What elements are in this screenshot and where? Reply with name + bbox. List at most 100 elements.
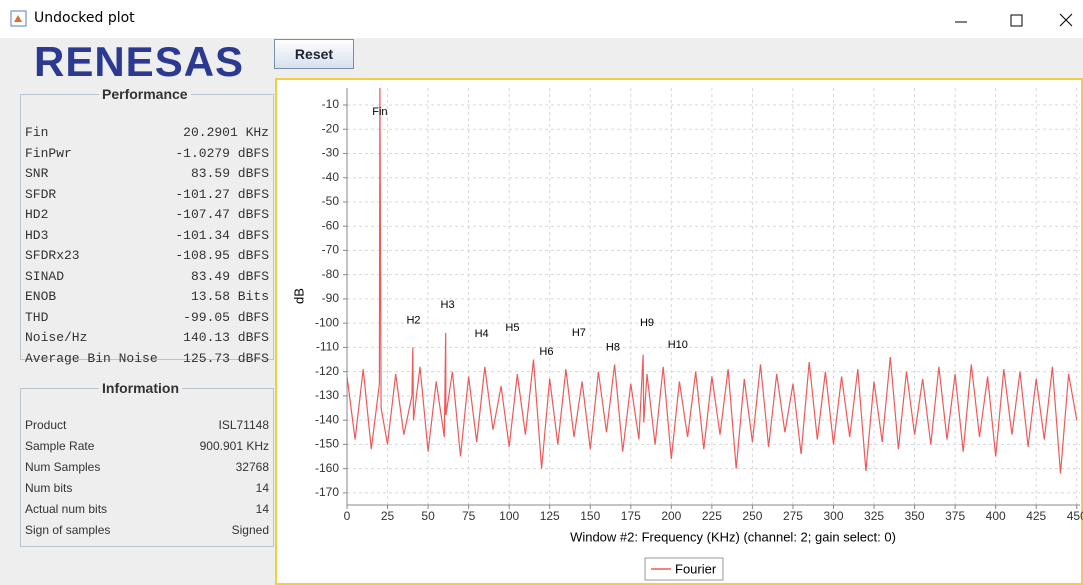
row-value: ISL71148: [218, 418, 270, 432]
y-tick-label: -10: [322, 97, 340, 111]
panel-title: Performance: [102, 86, 188, 102]
y-tick-label: -120: [315, 364, 339, 378]
y-tick-label: -40: [322, 170, 340, 184]
x-tick-label: 50: [421, 509, 435, 523]
title-bar: Undocked plot: [0, 0, 1083, 38]
y-axis-label: dB: [291, 288, 306, 304]
row-value: Signed: [231, 523, 269, 537]
data-line: [347, 88, 1078, 474]
row-value: 14: [255, 502, 269, 516]
x-tick-label: 350: [905, 509, 925, 523]
row-label: Product: [25, 418, 67, 432]
legend-box: [644, 557, 724, 581]
row-value: -1.0279 dBFS: [175, 145, 269, 161]
row: Average Bin Noise 125.73 dBFS: [25, 351, 269, 371]
row: ENOB 13.58 Bits: [25, 289, 269, 309]
row-label: Sign of samples: [25, 523, 111, 537]
row: SNR 83.59 dBFS: [25, 166, 269, 186]
row: SFDR -101.27 dBFS: [25, 187, 269, 207]
x-tick-label: 75: [462, 509, 476, 523]
window-title: Undocked plot: [34, 10, 135, 26]
y-tick-label: -50: [322, 194, 340, 208]
annotation: H2: [406, 315, 420, 327]
annotation: H6: [539, 346, 553, 358]
y-tick-label: -150: [315, 437, 339, 451]
row-value: -107.47 dBFS: [175, 207, 269, 222]
row-label: SFDRx23: [25, 248, 80, 263]
x-tick-label: 0: [344, 509, 351, 523]
row-label: HD3: [25, 227, 49, 243]
y-tick-label: -160: [315, 461, 339, 475]
row: THD -99.05 dBFS: [25, 310, 269, 330]
x-tick-label: 150: [580, 509, 600, 523]
y-tick-label: -130: [315, 388, 339, 402]
row-value: 83.49 dBFS: [190, 268, 269, 284]
legend-label: Fourier: [675, 561, 717, 576]
annotation: H4: [475, 328, 489, 340]
x-tick-label: 425: [1026, 509, 1046, 523]
maximize[interactable]: [1010, 14, 1023, 27]
logo: RENESAS: [34, 38, 245, 85]
x-tick-label: 175: [621, 509, 641, 523]
x-tick-label: 225: [702, 509, 722, 523]
x-tick-label: 250: [742, 509, 762, 523]
row-label: HD2: [25, 207, 49, 222]
row: Num bits 14: [25, 481, 269, 501]
row: Sign of samples Signed: [25, 523, 269, 543]
y-tick-label: -170: [315, 485, 339, 499]
annotation: H8: [606, 341, 620, 353]
annotation: Fin: [372, 106, 387, 118]
x-tick-label: 100: [499, 509, 519, 523]
x-tick-label: 325: [864, 509, 884, 523]
window-controls: [955, 13, 1073, 27]
y-tick-label: -110: [316, 340, 339, 354]
y-tick-label: -60: [322, 218, 340, 232]
panel-title: Information: [102, 380, 179, 396]
row-label: Num bits: [25, 481, 73, 495]
row: Sample Rate 900.901 KHz: [25, 439, 269, 459]
row-value: 13.58 Bits: [190, 289, 269, 304]
row-label: SFDR: [25, 186, 57, 202]
reset-button[interactable]: Reset: [274, 39, 354, 69]
row-value: -101.27 dBFS: [175, 186, 269, 202]
row-label: SNR: [25, 166, 49, 181]
row-value: 32768: [235, 460, 269, 474]
y-tick-label: -70: [322, 243, 340, 257]
y-tick-label: -90: [322, 291, 340, 305]
row-label: ENOB: [25, 289, 57, 304]
row-label: Num Samples: [25, 460, 101, 474]
x-tick-label: 400: [986, 509, 1006, 523]
row-value: -99.05 dBFS: [183, 309, 269, 325]
row-label: THD: [25, 309, 49, 325]
row-label: FinPwr: [25, 145, 72, 161]
chart: Window #2: Frequency (KHz) (channel: 2; …: [291, 88, 1083, 581]
row-label: SINAD: [25, 268, 65, 284]
close[interactable]: [1059, 13, 1073, 27]
x-tick-label: 300: [823, 509, 843, 523]
y-tick-label: -100: [315, 315, 339, 329]
annotation: H10: [668, 339, 688, 351]
row-value: 14: [255, 481, 269, 495]
row: Actual num bits 14: [25, 502, 269, 522]
row-label: Noise/Hz: [25, 330, 88, 345]
performance-panel: Performance Fin 20.2901 KHz FinPwr -1.0279 d…: [20, 86, 274, 366]
row: FinPwr -1.0279 dBFS: [25, 146, 269, 166]
x-axis-label: Window #2: Frequency (KHz) (channel: 2; …: [570, 529, 896, 544]
annotation: H5: [505, 322, 519, 334]
row-label: Fin: [25, 125, 49, 140]
row-label: Average Bin Noise: [25, 350, 158, 366]
row: HD2 -107.47 dBFS: [25, 207, 269, 227]
row-label: Sample Rate: [25, 439, 95, 453]
row-value: 140.13 dBFS: [183, 330, 269, 345]
row: Noise/Hz 140.13 dBFS: [25, 330, 269, 350]
x-tick-label: 200: [661, 509, 681, 523]
row-value: 20.2901 KHz: [183, 125, 269, 140]
y-tick-label: -140: [315, 412, 339, 426]
y-tick-label: -20: [322, 121, 340, 135]
annotation: H7: [572, 327, 586, 339]
row: Product ISL71148: [25, 418, 269, 438]
row-value: 125.73 dBFS: [183, 350, 269, 366]
x-tick-label: 275: [783, 509, 803, 523]
x-tick-label: 375: [945, 509, 965, 523]
